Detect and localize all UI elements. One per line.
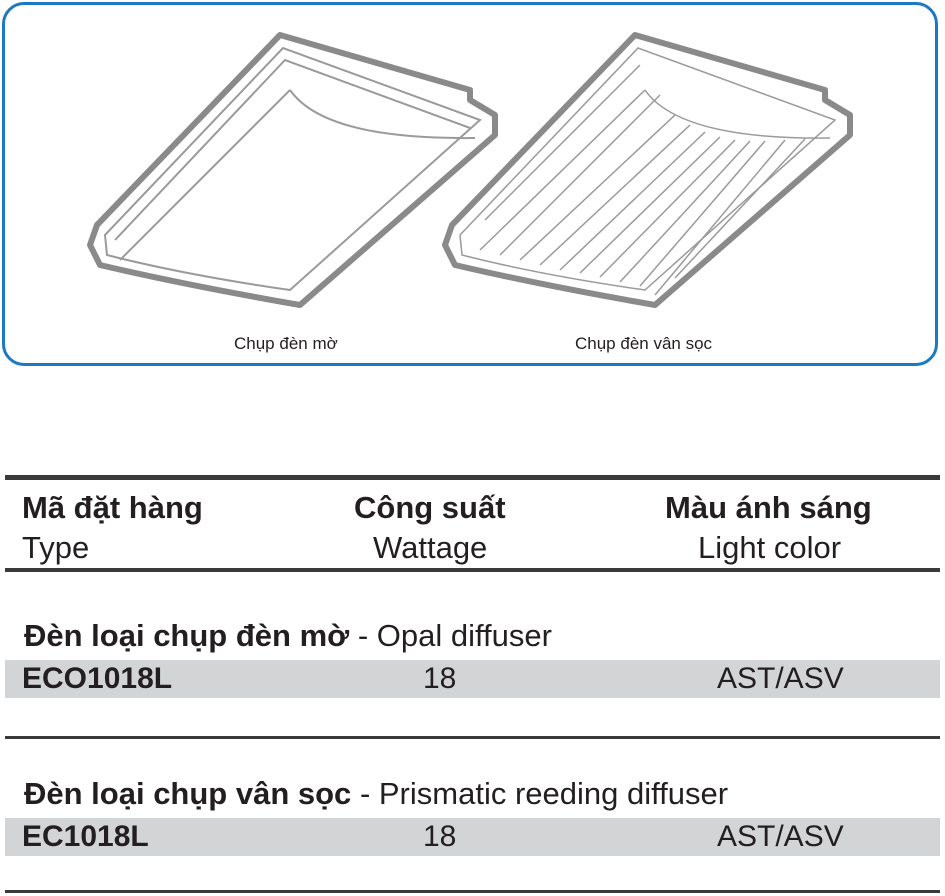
- header-wattage-vi: Công suất: [354, 490, 506, 525]
- section-title-opal: Đèn loại chụp đèn mờ - Opal diffuser: [24, 618, 552, 654]
- section-title-prismatic: Đèn loại chụp vân sọc - Prismatic reedin…: [24, 776, 728, 812]
- section-title-en: - Opal diffuser: [357, 618, 552, 653]
- table-top-rule: [5, 475, 940, 480]
- section-title-vi: Đèn loại chụp đèn mờ: [24, 618, 350, 653]
- cell-light-color: AST/ASV: [717, 662, 844, 695]
- cell-type: EC1018L: [22, 820, 149, 853]
- cell-wattage: 18: [423, 662, 457, 695]
- section-title-vi: Đèn loại chụp vân sọc: [24, 776, 352, 811]
- section-divider: [5, 736, 940, 739]
- prismatic-diffuser-lamp-image: [442, 32, 853, 308]
- product-image-panel: [2, 2, 938, 366]
- table-row: EC1018L 18 AST/ASV: [5, 818, 940, 856]
- table-row: ECO1018L 18 AST/ASV: [5, 660, 940, 698]
- header-bottom-rule: [5, 568, 940, 572]
- header-color-en: Light color: [698, 530, 842, 565]
- caption-prismatic: Chụp đèn vân sọc: [575, 334, 713, 353]
- opal-diffuser-lamp-image: [87, 32, 498, 308]
- cell-wattage: 18: [423, 820, 457, 853]
- header-color-vi: Màu ánh sáng: [665, 490, 872, 525]
- header-wattage-en: Wattage: [373, 530, 488, 565]
- cell-type: ECO1018L: [22, 662, 173, 695]
- section-title-en: - Prismatic reeding diffuser: [359, 776, 729, 811]
- table-bottom-rule: [5, 890, 940, 893]
- cell-light-color: AST/ASV: [717, 820, 844, 853]
- caption-opal: Chụp đèn mờ: [234, 334, 338, 353]
- header-type-en: Type: [22, 530, 90, 565]
- header-type-vi: Mã đặt hàng: [22, 490, 203, 525]
